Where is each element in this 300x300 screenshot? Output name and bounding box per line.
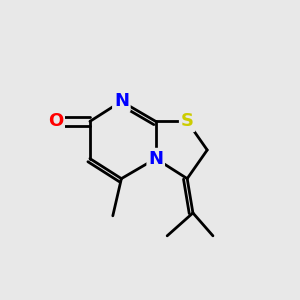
Text: S: S [181,112,194,130]
Text: N: N [148,150,163,168]
Text: N: N [114,92,129,110]
Text: O: O [48,112,63,130]
